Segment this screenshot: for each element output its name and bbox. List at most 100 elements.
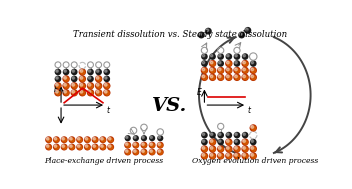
Circle shape — [62, 145, 64, 147]
Circle shape — [150, 143, 152, 146]
Circle shape — [250, 67, 257, 74]
Circle shape — [210, 146, 213, 149]
Circle shape — [99, 144, 106, 150]
Circle shape — [158, 143, 161, 146]
Circle shape — [235, 54, 237, 57]
Circle shape — [103, 89, 111, 96]
Circle shape — [235, 154, 237, 156]
Circle shape — [97, 84, 101, 88]
Circle shape — [252, 69, 256, 73]
Circle shape — [211, 154, 215, 158]
Circle shape — [95, 82, 102, 90]
Circle shape — [203, 147, 207, 151]
Circle shape — [225, 74, 233, 81]
Circle shape — [233, 145, 241, 153]
Circle shape — [140, 149, 147, 156]
Circle shape — [201, 67, 208, 74]
Circle shape — [62, 89, 70, 96]
Circle shape — [78, 89, 86, 96]
Circle shape — [243, 61, 245, 64]
Circle shape — [209, 138, 216, 146]
Circle shape — [103, 82, 111, 90]
Circle shape — [246, 28, 248, 31]
Circle shape — [94, 146, 98, 149]
Circle shape — [80, 84, 83, 86]
Circle shape — [201, 74, 208, 81]
Circle shape — [243, 54, 245, 57]
Circle shape — [64, 91, 67, 93]
Circle shape — [233, 152, 241, 160]
Circle shape — [227, 54, 229, 57]
Circle shape — [88, 91, 91, 93]
Circle shape — [54, 89, 62, 96]
Circle shape — [71, 69, 77, 75]
Circle shape — [89, 84, 93, 88]
Circle shape — [235, 133, 237, 136]
Circle shape — [88, 70, 91, 72]
Circle shape — [151, 150, 155, 154]
Circle shape — [105, 70, 107, 72]
Circle shape — [55, 69, 61, 75]
Circle shape — [201, 132, 208, 138]
Circle shape — [46, 138, 49, 140]
Circle shape — [80, 77, 83, 79]
Circle shape — [105, 84, 109, 88]
Circle shape — [210, 75, 213, 78]
Circle shape — [87, 69, 94, 75]
Circle shape — [219, 147, 223, 151]
Circle shape — [103, 69, 110, 75]
Circle shape — [62, 75, 70, 83]
Circle shape — [62, 145, 64, 147]
Circle shape — [103, 76, 110, 82]
Circle shape — [142, 143, 144, 146]
Circle shape — [217, 145, 225, 153]
Circle shape — [126, 144, 130, 147]
Circle shape — [157, 149, 164, 156]
Circle shape — [225, 138, 233, 146]
Circle shape — [252, 76, 256, 80]
Circle shape — [93, 138, 95, 140]
Circle shape — [101, 145, 103, 147]
Circle shape — [78, 82, 86, 90]
Circle shape — [227, 61, 229, 64]
Circle shape — [107, 144, 114, 150]
Circle shape — [151, 144, 155, 147]
Circle shape — [210, 140, 213, 142]
Circle shape — [226, 146, 229, 149]
Circle shape — [104, 83, 107, 86]
Circle shape — [243, 75, 245, 78]
Circle shape — [80, 90, 83, 93]
Circle shape — [211, 62, 215, 66]
Circle shape — [150, 150, 152, 152]
Circle shape — [251, 154, 254, 156]
Circle shape — [209, 67, 216, 74]
Circle shape — [234, 153, 237, 156]
Circle shape — [86, 146, 90, 149]
Circle shape — [56, 84, 58, 86]
Circle shape — [201, 60, 208, 67]
Circle shape — [243, 146, 245, 149]
Circle shape — [150, 136, 152, 139]
Circle shape — [105, 91, 109, 95]
Circle shape — [73, 91, 77, 95]
Circle shape — [92, 136, 99, 143]
Circle shape — [209, 60, 216, 67]
Circle shape — [64, 90, 67, 93]
Circle shape — [85, 138, 88, 140]
Circle shape — [226, 68, 229, 71]
Circle shape — [46, 145, 49, 147]
Circle shape — [218, 146, 221, 149]
Circle shape — [158, 150, 161, 152]
Circle shape — [80, 77, 83, 79]
Circle shape — [226, 61, 229, 64]
Circle shape — [202, 153, 205, 156]
Circle shape — [235, 147, 239, 151]
Circle shape — [53, 144, 60, 150]
Text: E: E — [54, 85, 59, 94]
Circle shape — [141, 135, 147, 141]
Circle shape — [157, 135, 163, 141]
Circle shape — [210, 61, 213, 64]
Circle shape — [210, 75, 213, 78]
Circle shape — [234, 68, 237, 71]
Circle shape — [235, 147, 237, 149]
